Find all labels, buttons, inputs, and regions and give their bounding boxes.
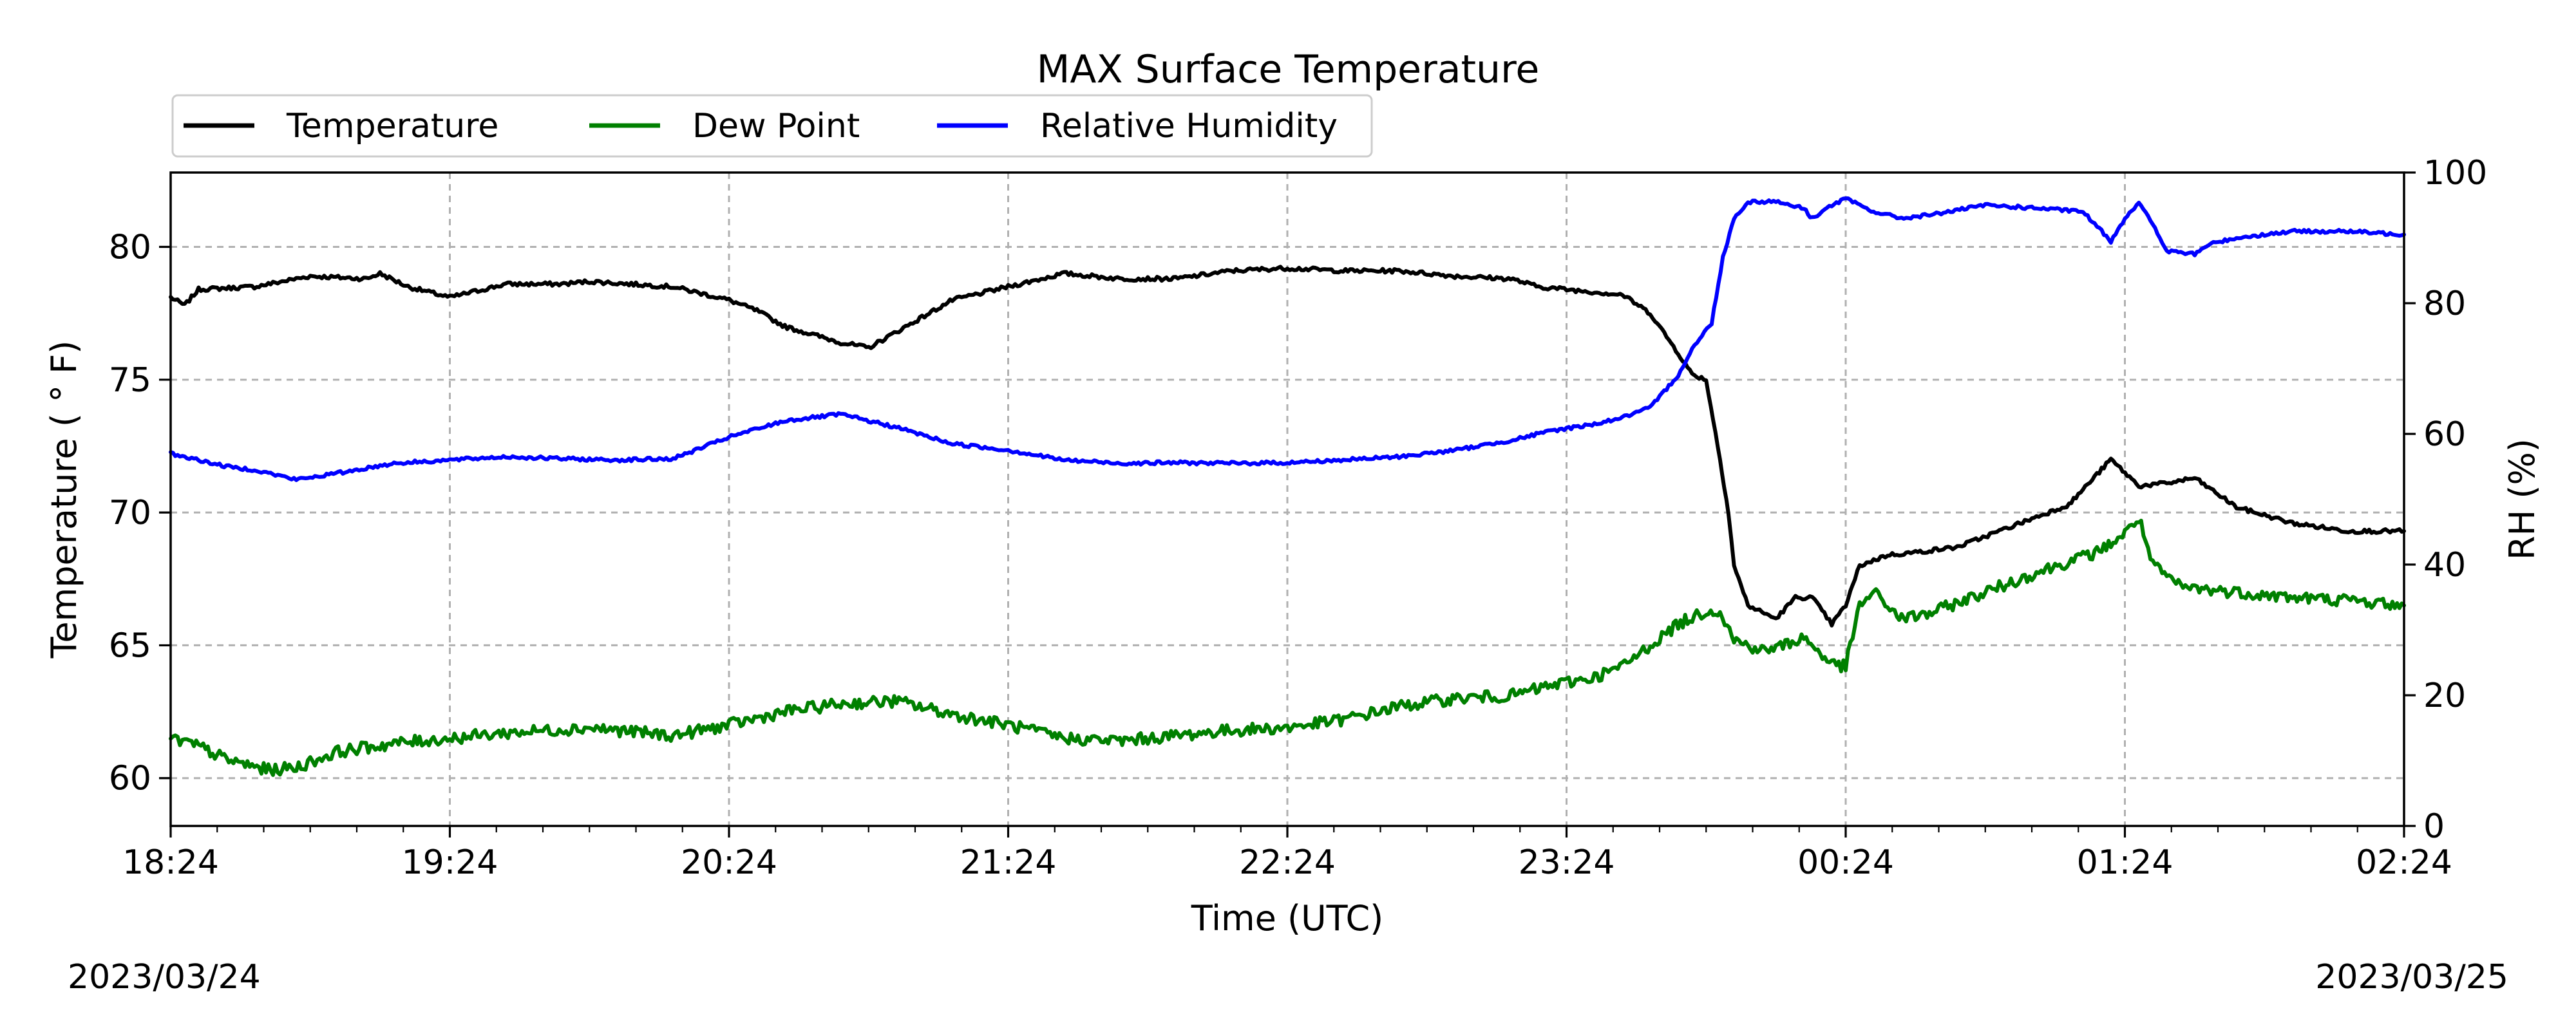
legend-label: Relative Humidity [1040,107,1338,145]
y-tick-label: 80 [109,229,151,267]
y-axis-label: Temperature ( ° F) [44,341,84,659]
y2-tick-label: 60 [2423,415,2466,454]
legend-label: Dew Point [692,107,860,145]
x-tick-label: 00:24 [1797,843,1894,882]
x-tick-label: 23:24 [1519,843,1615,882]
x-tick-label: 21:24 [960,843,1057,882]
x-tick-label: 22:24 [1239,843,1336,882]
tick-marks [159,171,2416,838]
x-tick-label: 18:24 [122,843,219,882]
x-axis-label: Time (UTC) [1191,898,1384,939]
y2-axis-label: RH (%) [2502,438,2543,560]
y-tick-label: 60 [109,760,151,798]
y2-tick-label: 0 [2423,807,2445,846]
tick-labels: 18:24 19:24 20:24 21:24 22:24 23:24 00:24 01:24… [109,154,2487,882]
legend-box [171,94,1373,158]
end-date-label: 2023/03/25 [2315,958,2508,997]
x-tick-label: 02:24 [2356,843,2452,882]
y2-tick-label: 40 [2423,546,2466,585]
plot-series [169,196,2406,777]
x-tick-label: 20:24 [681,843,777,882]
y-tick-label: 75 [109,361,151,400]
series-line [169,265,2406,628]
x-tick-label: 19:24 [402,843,498,882]
series-line [169,518,2406,777]
start-date-label: 2023/03/24 [68,958,261,997]
y2-tick-label: 100 [2423,154,2487,192]
y-tick-label: 65 [109,626,151,665]
grid [171,173,2404,826]
series-line [169,196,2406,482]
chart-title: MAX Surface Temperature [1037,47,1540,92]
legend: Temperature Dew Point Relative Humidity [171,94,1373,158]
legend-label: Temperature [286,107,498,145]
y-tick-label: 70 [109,494,151,532]
x-tick-label: 01:24 [2077,843,2174,882]
y2-tick-label: 80 [2423,285,2466,323]
y2-tick-label: 20 [2423,677,2466,715]
